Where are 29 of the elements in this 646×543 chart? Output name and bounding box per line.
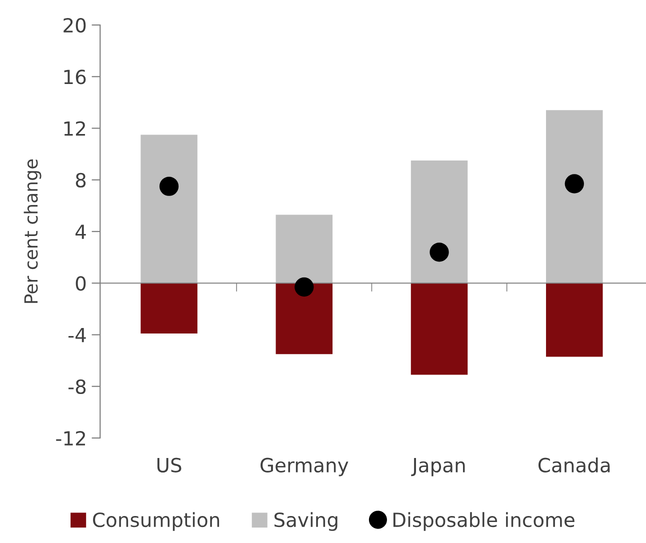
- x-tick-label: US: [157, 458, 182, 472]
- point: [159, 176, 179, 196]
- y-tick-label: -12: [56, 430, 85, 446]
- point: [430, 242, 449, 262]
- y-tick-label: -8: [68, 379, 86, 394]
- legend-label: Disposable income: [393, 512, 574, 531]
- x-tick-label: Germany: [260, 458, 348, 476]
- bar: [410, 160, 468, 284]
- y-tick-label: 12: [64, 121, 85, 136]
- point: [294, 277, 314, 297]
- bar: [276, 283, 333, 354]
- y-axis-title: Per cent change: [24, 159, 42, 303]
- y-tick-label: 20: [64, 18, 86, 33]
- legend-label: Saving: [274, 512, 338, 531]
- y-tick-label: 8: [76, 172, 86, 188]
- bar: [276, 214, 333, 284]
- bar: [140, 283, 198, 334]
- bar: [546, 110, 603, 284]
- x-tick-label: Japan: [411, 458, 465, 476]
- y-tick-label: -4: [68, 328, 86, 342]
- bar: [410, 283, 468, 375]
- bar: [140, 134, 198, 284]
- legend-label: Consumption: [93, 512, 220, 531]
- y-tick-label: 4: [76, 224, 86, 239]
- point: [564, 174, 584, 194]
- bar: [546, 283, 603, 357]
- x-tick-label: Canada: [538, 457, 610, 472]
- y-tick-label: 0: [76, 276, 86, 291]
- y-tick-label: 16: [64, 70, 86, 84]
